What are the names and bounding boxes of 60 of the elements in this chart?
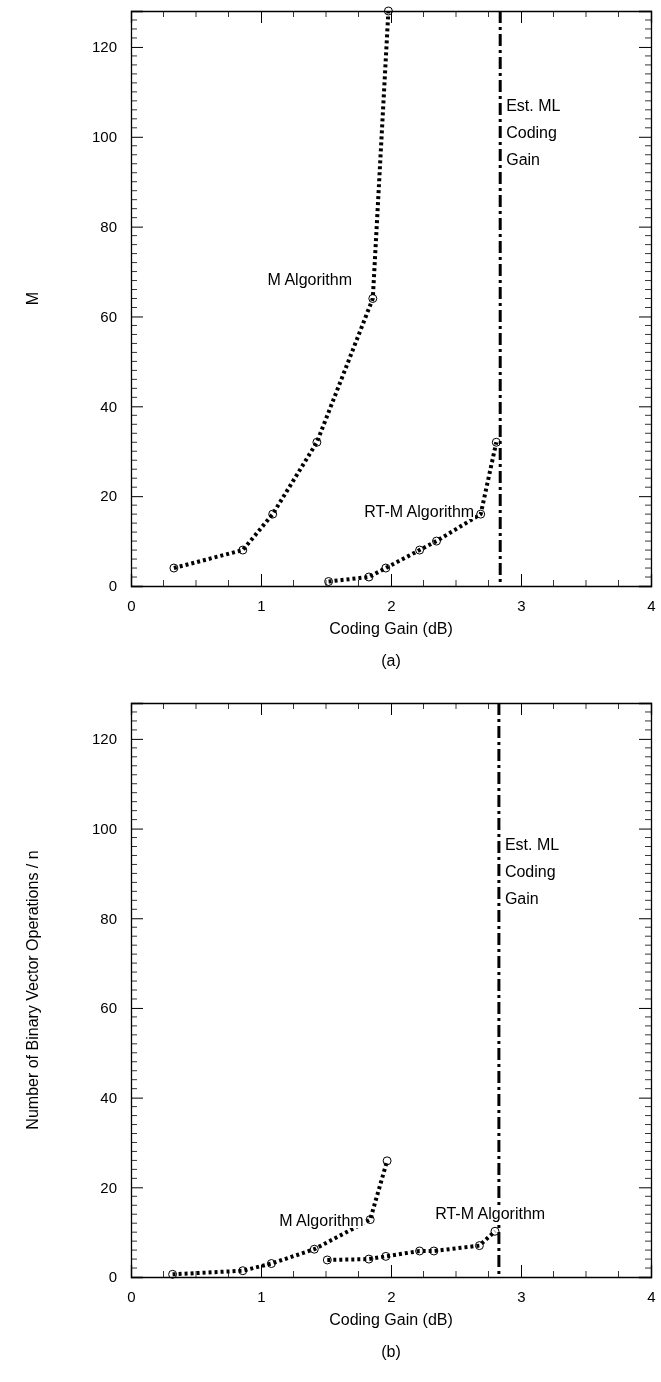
y-axis-title: Number of Binary Vector Operations / n: [24, 850, 41, 1130]
y-tick-label: 100: [91, 819, 117, 837]
point: [415, 1246, 425, 1256]
x-tick-label: 3: [517, 596, 526, 614]
y-tick-label: 80: [100, 217, 117, 235]
series-label: M Algorithm: [279, 1211, 364, 1229]
x-tick-label: 2: [387, 596, 396, 614]
series-label: RT-M Algorithm: [364, 503, 475, 521]
y-tick-label: 20: [100, 1178, 117, 1196]
y-tick-label: 80: [100, 909, 117, 927]
y-tick-label: 60: [100, 307, 117, 325]
text: (a): [381, 652, 401, 669]
point: [364, 1254, 374, 1264]
x-axis-title: Coding Gain (dB): [329, 1311, 453, 1328]
x-tick-label: 4: [647, 596, 656, 614]
point: [381, 563, 391, 573]
point: [324, 577, 334, 586]
y-tick-label: 20: [100, 487, 117, 505]
y-axis-title: M: [24, 291, 41, 306]
point: [381, 1251, 391, 1261]
y-tick-label: 120: [91, 38, 117, 56]
y-tick-label: 100: [91, 128, 117, 146]
point: [491, 437, 501, 447]
point: [169, 563, 179, 573]
y-tick-label: 60: [100, 999, 117, 1017]
y-tick-label: 0: [108, 577, 117, 595]
point: [364, 572, 374, 582]
ref-line-label: Est. ML Coding Gain: [506, 97, 561, 168]
point: [474, 1241, 484, 1251]
y-tick-label: 0: [108, 1268, 117, 1286]
point: [368, 294, 378, 303]
point: [476, 509, 486, 519]
point: [238, 545, 248, 555]
point: [415, 545, 425, 555]
x-tick-label: 2: [387, 1287, 396, 1305]
x-tick-label: 0: [127, 596, 136, 614]
x-tick-label: 3: [517, 1287, 526, 1305]
ref-line-label: Est. ML Coding Gain: [504, 836, 560, 907]
point: [429, 1246, 439, 1256]
point: [365, 1215, 375, 1225]
point: [322, 1255, 332, 1265]
series-label: M Algorithm: [267, 270, 352, 288]
point: [432, 536, 441, 546]
x-tick-label: 1: [257, 596, 266, 614]
point: [168, 1269, 178, 1279]
point: [490, 1226, 500, 1236]
y-tick-label: 40: [100, 1088, 117, 1106]
point: [238, 1266, 248, 1276]
point: [382, 1156, 392, 1166]
x-tick-label: 4: [647, 1287, 656, 1305]
y-tick-label: 120: [91, 730, 117, 748]
point: [309, 1244, 319, 1254]
x-axis-title: Coding Gain (dB): [329, 620, 453, 637]
y-tick-label: 40: [100, 397, 117, 415]
point: [266, 1259, 276, 1269]
x-tick-label: 1: [257, 1287, 266, 1305]
point: [268, 509, 278, 519]
x-tick-label: 0: [127, 1287, 136, 1305]
text: (b): [381, 1343, 401, 1360]
point: [312, 437, 322, 447]
